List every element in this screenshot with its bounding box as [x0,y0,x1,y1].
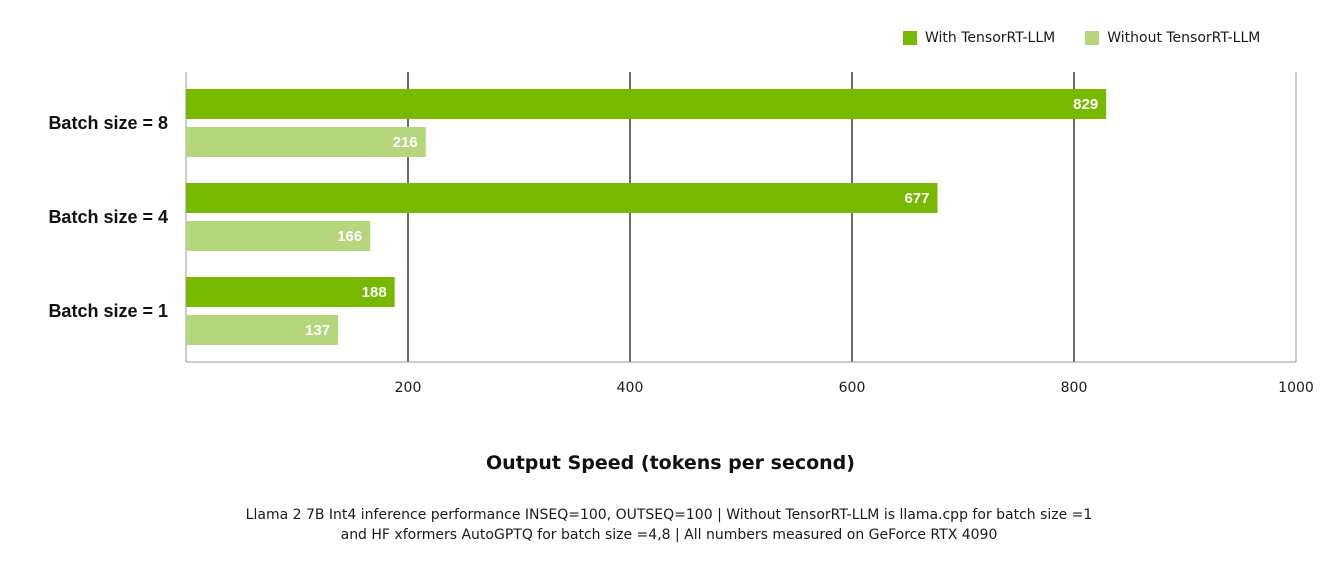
data-label: 216 [393,134,418,151]
data-label: 166 [337,228,362,245]
bar [186,221,371,251]
bar [186,277,395,307]
chart-legend: With TensorRT-LLM Without TensorRT-LLM [903,30,1260,46]
legend-swatch-without-trt [1085,31,1100,45]
data-label: 188 [362,284,387,301]
bar [186,127,426,157]
legend-item-without-trt: Without TensorRT-LLM [1085,30,1260,46]
y-category-label: Batch size = 8 [48,113,168,133]
data-label: 829 [1073,96,1098,113]
legend-swatch-with-trt [903,31,917,45]
x-tick-label: 800 [1061,380,1088,396]
chart-footnote: Llama 2 7B Int4 inference performance IN… [0,505,1338,545]
footnote-line-2: and HF xformers AutoGPTQ for batch size … [340,527,998,543]
legend-label-without-trt: Without TensorRT-LLM [1107,30,1261,46]
data-label: 137 [305,322,330,339]
legend-label-with-trt: With TensorRT-LLM [925,30,1056,46]
y-category-label: Batch size = 1 [48,301,168,321]
legend-item-with-trt: With TensorRT-LLM [903,30,1055,46]
x-axis-title: Output Speed (tokens per second) [486,452,855,474]
x-tick-label: 1000 [1278,380,1314,396]
bar [186,183,938,213]
x-tick-label: 400 [617,380,644,396]
bar [186,89,1107,119]
bar-chart: 200 400 600 800 1000 Batch size = 8 829 216 Batc… [48,72,1314,396]
y-category-label: Batch size = 4 [48,207,168,227]
x-tick-label: 600 [839,380,866,396]
bar [186,315,339,345]
data-label: 677 [904,190,929,207]
footnote-line-1: Llama 2 7B Int4 inference performance IN… [245,507,1093,523]
x-tick-label: 200 [395,380,422,396]
